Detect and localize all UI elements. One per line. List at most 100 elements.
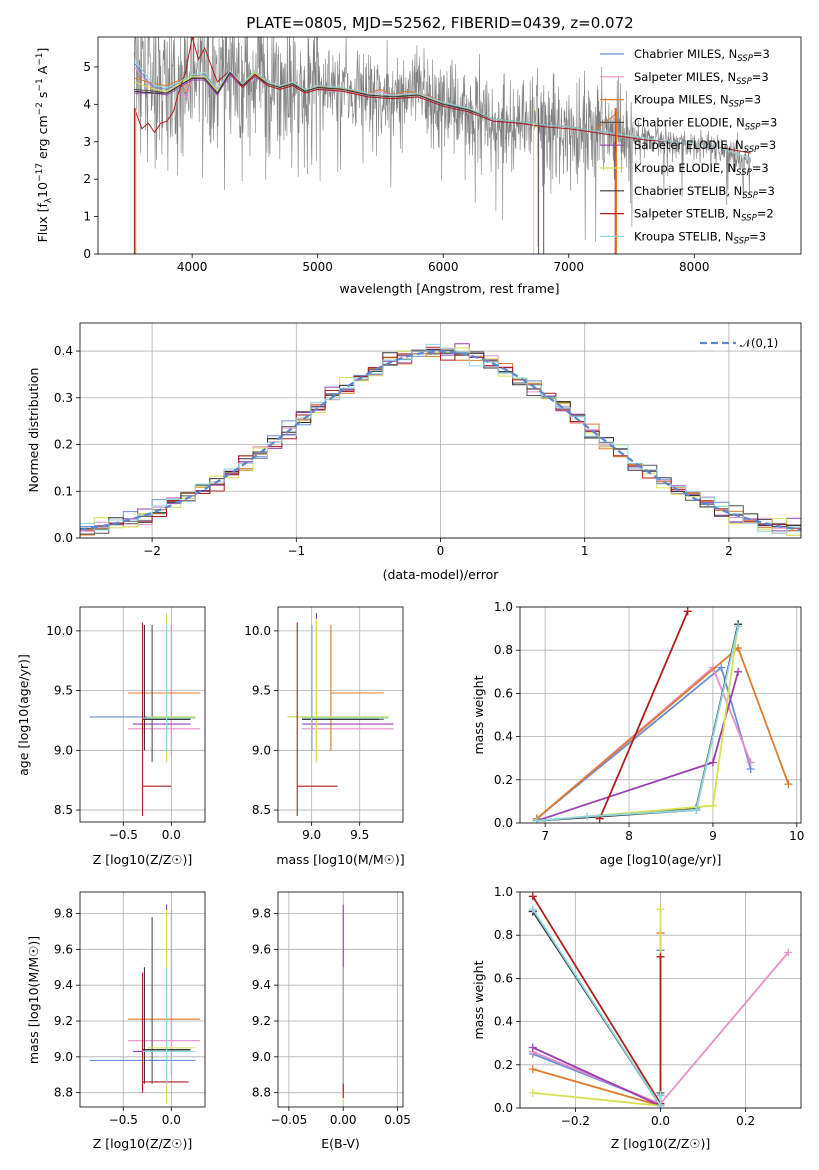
weight-marker-2: [528, 1065, 537, 1074]
x-tick-label: 1: [581, 544, 589, 558]
x-tick-label: −0.5: [109, 1113, 138, 1127]
plot-area: [287, 612, 394, 817]
y-axis-label: mass [log10(M/M☉)]: [26, 936, 41, 1064]
x-tick-label: 0.0: [162, 828, 181, 842]
legend-label-5: Kroupa ELODIE, NSSP=3: [634, 161, 769, 178]
weight-marker-4: [528, 1043, 537, 1052]
y-tick-label: 1.0: [494, 600, 513, 614]
y-tick-label: 9.2: [54, 1014, 73, 1028]
plot-area: [80, 343, 801, 538]
x-axis-label: mass [log10(M/M☉)]: [276, 852, 404, 867]
x-tick-label: −0.05: [270, 1113, 307, 1127]
y-tick-label: 8.8: [54, 1086, 73, 1100]
weight-line-7: [598, 610, 689, 820]
y-axis-label: mass weight: [471, 675, 486, 754]
x-tick-label: 0.0: [651, 1114, 670, 1128]
figure-title: PLATE=0805, MJD=52562, FIBERID=0439, z=0…: [246, 14, 633, 32]
model-curve-7: [133, 37, 751, 154]
axes-frame: [79, 891, 206, 1108]
weight-marker-7: [528, 892, 537, 901]
x-axis-label: E(B-V): [321, 1136, 360, 1151]
y-axis-label: mass weight: [471, 960, 486, 1039]
x-tick-label: 8: [625, 829, 633, 843]
x-tick-label: 5000: [302, 260, 333, 274]
y-tick-label: 9.5: [54, 684, 73, 698]
data-spectrum: [134, 37, 751, 242]
legend-label: 𝒩(0,1): [740, 336, 778, 350]
x-axis-label: Z [log10(Z/Z☉)]: [611, 1136, 711, 1151]
y-tick-label: 2: [83, 172, 91, 186]
y-tick-label: 9.0: [54, 743, 73, 757]
y-tick-label: 4: [83, 97, 91, 111]
weight-marker-8: [532, 816, 541, 823]
weight-marker-1: [784, 948, 793, 957]
y-tick-label: 0.6: [494, 686, 513, 700]
x-tick-label: 6000: [428, 260, 459, 274]
panel-mass_vs_ebv: −0.05 0.00 0.05 8.8 9.0 9.2 9.4 9.6 9.8 E(B-V): [252, 891, 411, 1151]
weight-marker-5: [656, 905, 665, 914]
y-tick-label: 0.2: [494, 773, 513, 787]
y-tick-label: 0.4: [494, 730, 513, 744]
x-tick-label: 8000: [679, 260, 710, 274]
weight-marker-0: [717, 663, 726, 672]
weight-marker-8: [583, 812, 592, 821]
hist-8: [80, 343, 801, 534]
legend-label-7: Salpeter STELIB, NSSP=2: [634, 207, 774, 224]
y-tick-label: 0.0: [494, 1101, 513, 1115]
y-tick-label: 0.3: [54, 391, 73, 405]
y-tick-label: 9.6: [54, 942, 73, 956]
legend-label-8: Kroupa STELIB, NSSP=3: [634, 229, 766, 246]
x-tick-label: 0.00: [330, 1113, 357, 1127]
x-tick-label: 9.5: [350, 828, 369, 842]
weight-marker-5: [708, 801, 717, 810]
y-tick-label: 3: [83, 135, 91, 149]
y-tick-label: 9.4: [54, 978, 73, 992]
x-tick-label: 4000: [177, 260, 208, 274]
x-tick-label: −0.2: [561, 1114, 590, 1128]
panel-residuals: −2 −1 0 1 2 0.0 0.1 0.2 0.3 0.4 (data-model)/error…: [26, 322, 802, 582]
weight-marker-8: [656, 1101, 665, 1108]
weight-marker-8: [734, 622, 743, 631]
axes-frame: [277, 606, 404, 823]
x-tick-label: −0.5: [109, 828, 138, 842]
y-tick-label: 0: [83, 247, 91, 261]
y-tick-label: 8.8: [252, 1086, 271, 1100]
plot-area: [89, 612, 201, 817]
y-tick-label: 9.8: [54, 907, 73, 921]
plot-area: [532, 607, 793, 823]
axes-frame: [519, 891, 802, 1109]
panel-weight_vs_age: 7 8 9 10 0.0 0.2 0.4 0.6 0.8 1.0 age [log10(age/yr…: [471, 600, 804, 867]
legend: Chabrier MILES, NSSP=3 Salpeter MILES, NS…: [600, 47, 777, 246]
weight-marker-8: [656, 1091, 665, 1100]
legend-label-4: Salpeter ELODIE, NSSP=3: [634, 138, 776, 155]
weight-marker-8: [692, 806, 701, 815]
x-tick-label: 10: [789, 829, 804, 843]
y-tick-label: 0.1: [54, 484, 73, 498]
y-tick-label: 9.8: [252, 907, 271, 921]
weight-marker-2: [784, 780, 793, 789]
y-tick-label: 1: [83, 210, 91, 224]
x-tick-label: 9: [709, 829, 717, 843]
panel-spectrum: 4000 5000 6000 7000 8000 0 1 2 3 4 5 wavelength [An…: [35, 36, 802, 296]
y-tick-label: 0.2: [494, 1058, 513, 1072]
x-axis-label: wavelength [Angstrom, rest frame]: [339, 281, 559, 296]
y-tick-label: 0.8: [494, 928, 513, 942]
y-tick-label: 10.0: [244, 624, 271, 638]
y-axis-label: age [log10(age/yr)]: [16, 654, 31, 776]
y-tick-label: 0.0: [54, 531, 73, 545]
x-tick-label: −1: [287, 544, 305, 558]
legend-label-3: Chabrier ELODIE, NSSP=3: [634, 115, 777, 132]
weight-marker-7: [656, 952, 665, 961]
y-tick-label: 0.6: [494, 971, 513, 985]
axes-frame: [97, 36, 802, 255]
x-axis-label: age [log10(age/yr)]: [600, 852, 722, 867]
plot-area: [133, 37, 751, 254]
panel-weight_vs_Z: −0.2 0.0 0.2 0.0 0.2 0.4 0.6 0.8 1.0 Z [log10(Z/Z…: [471, 885, 802, 1151]
weight-marker-5: [528, 1088, 537, 1097]
panel-age_vs_Z: −0.5 0.0 8.5 9.0 9.5 10.0 Z [log10(Z/Z☉)] age […: [16, 606, 206, 867]
y-tick-label: 9.0: [54, 1050, 73, 1064]
x-tick-label: 0.05: [384, 1113, 411, 1127]
x-tick-label: 0: [437, 544, 445, 558]
y-tick-label: 0.4: [494, 1015, 513, 1029]
